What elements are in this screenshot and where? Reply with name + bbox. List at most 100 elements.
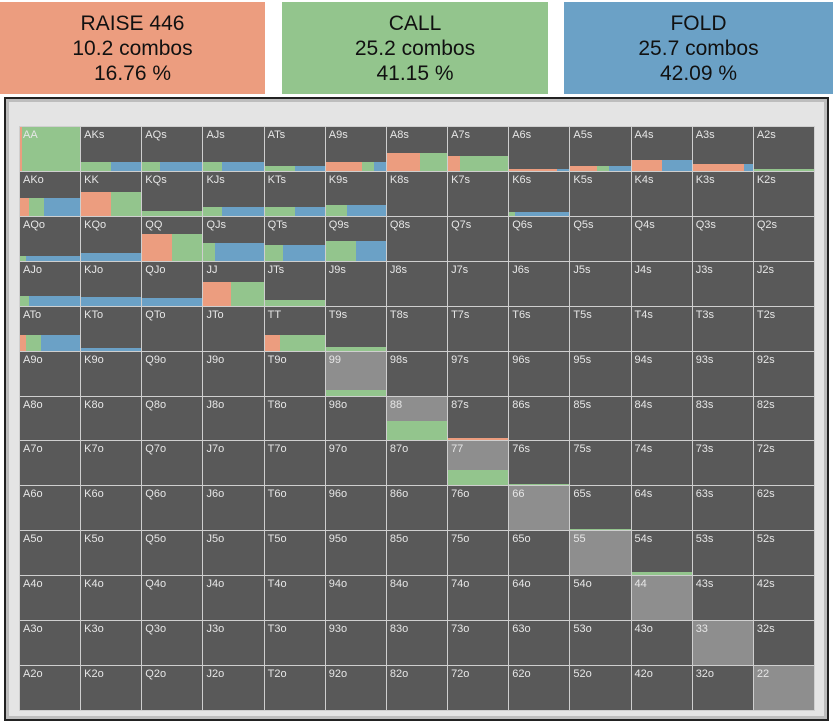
hand-cell-J9s[interactable]: J9s: [325, 261, 386, 306]
hand-cell-T4o[interactable]: T4o: [264, 576, 325, 621]
hand-cell-ATs[interactable]: ATs: [264, 127, 325, 171]
hand-cell-K2o[interactable]: K2o: [81, 666, 142, 710]
hand-cell-QTo[interactable]: QTo: [142, 306, 203, 351]
hand-cell-85s[interactable]: 85s: [570, 396, 631, 441]
hand-cell-Q6o[interactable]: Q6o: [142, 486, 203, 531]
hand-cell-TT[interactable]: TT: [264, 306, 325, 351]
hand-cell-52s[interactable]: 52s: [753, 531, 814, 576]
hand-cell-99[interactable]: 99: [325, 351, 386, 396]
hand-cell-QTs[interactable]: QTs: [264, 216, 325, 261]
hand-cell-73s[interactable]: 73s: [692, 441, 753, 486]
hand-cell-T9o[interactable]: T9o: [264, 351, 325, 396]
hand-cell-ATo[interactable]: ATo: [20, 306, 81, 351]
hand-cell-76o[interactable]: 76o: [448, 486, 509, 531]
hand-cell-84s[interactable]: 84s: [631, 396, 692, 441]
hand-cell-Q3o[interactable]: Q3o: [142, 621, 203, 666]
hand-cell-J8o[interactable]: J8o: [203, 396, 264, 441]
hand-cell-J8s[interactable]: J8s: [386, 261, 448, 306]
hand-cell-74s[interactable]: 74s: [631, 441, 692, 486]
hand-cell-T3s[interactable]: T3s: [692, 306, 753, 351]
hand-cell-32s[interactable]: 32s: [753, 621, 814, 666]
hand-cell-T2o[interactable]: T2o: [264, 666, 325, 710]
hand-cell-K8o[interactable]: K8o: [81, 396, 142, 441]
hand-cell-K9o[interactable]: K9o: [81, 351, 142, 396]
hand-cell-JTo[interactable]: JTo: [203, 306, 264, 351]
hand-cell-33[interactable]: 33: [692, 621, 753, 666]
hand-cell-T3o[interactable]: T3o: [264, 621, 325, 666]
hand-cell-63o[interactable]: 63o: [509, 621, 570, 666]
hand-cell-62s[interactable]: 62s: [753, 486, 814, 531]
hand-cell-AKs[interactable]: AKs: [81, 127, 142, 171]
hand-cell-A7o[interactable]: A7o: [20, 441, 81, 486]
hand-cell-97o[interactable]: 97o: [325, 441, 386, 486]
hand-cell-KTo[interactable]: KTo: [81, 306, 142, 351]
hand-cell-K5s[interactable]: K5s: [570, 171, 631, 216]
hand-cell-JJ[interactable]: JJ: [203, 261, 264, 306]
hand-cell-Q4s[interactable]: Q4s: [631, 216, 692, 261]
hand-cell-93s[interactable]: 93s: [692, 351, 753, 396]
hand-cell-T4s[interactable]: T4s: [631, 306, 692, 351]
hand-cell-82s[interactable]: 82s: [753, 396, 814, 441]
hand-cell-A2s[interactable]: A2s: [753, 127, 814, 171]
hand-cell-92o[interactable]: 92o: [325, 666, 386, 710]
hand-cell-84o[interactable]: 84o: [386, 576, 448, 621]
call-summary-card[interactable]: CALL 25.2 combos 41.15 %: [282, 2, 548, 94]
hand-cell-K3o[interactable]: K3o: [81, 621, 142, 666]
hand-cell-53s[interactable]: 53s: [692, 531, 753, 576]
hand-cell-65s[interactable]: 65s: [570, 486, 631, 531]
hand-cell-A9s[interactable]: A9s: [325, 127, 386, 171]
hand-cell-98o[interactable]: 98o: [325, 396, 386, 441]
hand-cell-44[interactable]: 44: [631, 576, 692, 621]
hand-cell-J2o[interactable]: J2o: [203, 666, 264, 710]
hand-cell-A3o[interactable]: A3o: [20, 621, 81, 666]
fold-summary-card[interactable]: FOLD 25.7 combos 42.09 %: [564, 2, 833, 94]
hand-cell-J7o[interactable]: J7o: [203, 441, 264, 486]
hand-cell-63s[interactable]: 63s: [692, 486, 753, 531]
hand-cell-64s[interactable]: 64s: [631, 486, 692, 531]
hand-cell-AQo[interactable]: AQo: [20, 216, 81, 261]
hand-cell-T7o[interactable]: T7o: [264, 441, 325, 486]
hand-cell-83o[interactable]: 83o: [386, 621, 448, 666]
hand-cell-K8s[interactable]: K8s: [386, 171, 448, 216]
hand-cell-A5s[interactable]: A5s: [570, 127, 631, 171]
hand-cell-Q2o[interactable]: Q2o: [142, 666, 203, 710]
raise-summary-card[interactable]: RAISE 446 10.2 combos 16.76 %: [0, 2, 265, 94]
hand-cell-KTs[interactable]: KTs: [264, 171, 325, 216]
hand-cell-77[interactable]: 77: [448, 441, 509, 486]
hand-cell-AQs[interactable]: AQs: [142, 127, 203, 171]
hand-cell-Q2s[interactable]: Q2s: [753, 216, 814, 261]
hand-cell-A5o[interactable]: A5o: [20, 531, 81, 576]
hand-cell-42o[interactable]: 42o: [631, 666, 692, 710]
hand-cell-QQ[interactable]: QQ: [142, 216, 203, 261]
hand-cell-KQo[interactable]: KQo: [81, 216, 142, 261]
hand-cell-JTs[interactable]: JTs: [264, 261, 325, 306]
hand-cell-K5o[interactable]: K5o: [81, 531, 142, 576]
hand-cell-QJs[interactable]: QJs: [203, 216, 264, 261]
hand-cell-KK[interactable]: KK: [81, 171, 142, 216]
hand-cell-J7s[interactable]: J7s: [448, 261, 509, 306]
hand-cell-K6o[interactable]: K6o: [81, 486, 142, 531]
hand-cell-72o[interactable]: 72o: [448, 666, 509, 710]
hand-cell-94s[interactable]: 94s: [631, 351, 692, 396]
hand-cell-T9s[interactable]: T9s: [325, 306, 386, 351]
hand-cell-92s[interactable]: 92s: [753, 351, 814, 396]
hand-cell-A3s[interactable]: A3s: [692, 127, 753, 171]
hand-cell-K4o[interactable]: K4o: [81, 576, 142, 621]
hand-cell-A2o[interactable]: A2o: [20, 666, 81, 710]
hand-cell-J4o[interactable]: J4o: [203, 576, 264, 621]
hand-cell-Q8s[interactable]: Q8s: [386, 216, 448, 261]
hand-cell-J9o[interactable]: J9o: [203, 351, 264, 396]
hand-cell-Q5o[interactable]: Q5o: [142, 531, 203, 576]
hand-cell-52o[interactable]: 52o: [570, 666, 631, 710]
hand-cell-Q9s[interactable]: Q9s: [325, 216, 386, 261]
hand-cell-A4s[interactable]: A4s: [631, 127, 692, 171]
hand-cell-96o[interactable]: 96o: [325, 486, 386, 531]
hand-cell-86o[interactable]: 86o: [386, 486, 448, 531]
hand-cell-AKo[interactable]: AKo: [20, 171, 81, 216]
hand-cell-98s[interactable]: 98s: [386, 351, 448, 396]
hand-cell-87s[interactable]: 87s: [448, 396, 509, 441]
hand-cell-88[interactable]: 88: [386, 396, 448, 441]
hand-cell-66[interactable]: 66: [509, 486, 570, 531]
hand-cell-A9o[interactable]: A9o: [20, 351, 81, 396]
hand-cell-J3s[interactable]: J3s: [692, 261, 753, 306]
